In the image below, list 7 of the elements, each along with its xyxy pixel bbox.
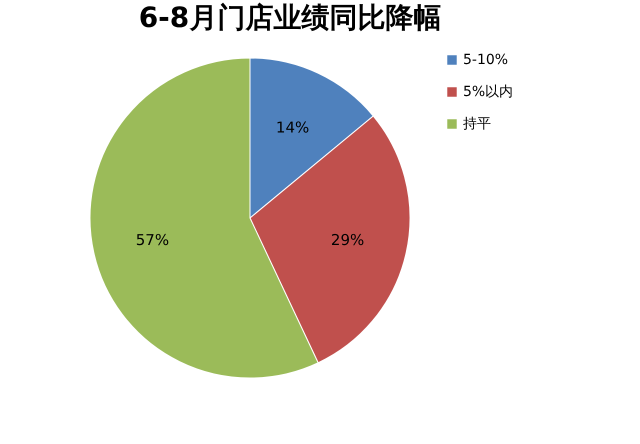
legend-label: 5-10%	[463, 52, 508, 68]
data-label: 57%	[136, 230, 170, 249]
chart-title: 6-8月门店业绩同比降幅	[138, 1, 442, 34]
data-label: 14%	[276, 118, 310, 137]
legend-label: 5%以内	[463, 84, 514, 100]
data-label: 29%	[330, 230, 364, 249]
legend-label: 持平	[463, 116, 491, 132]
